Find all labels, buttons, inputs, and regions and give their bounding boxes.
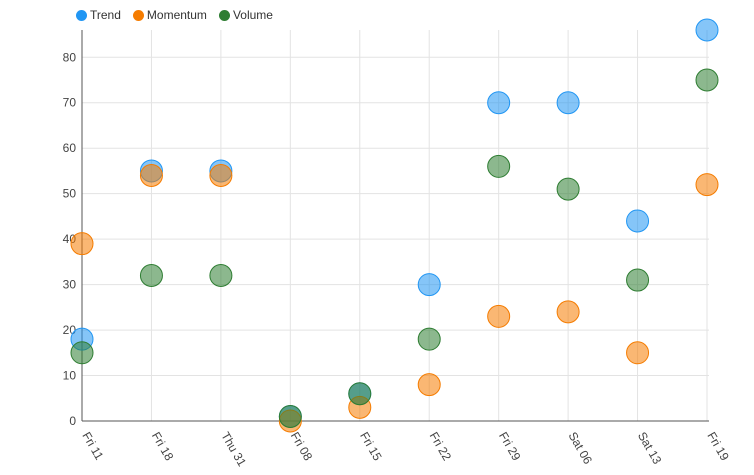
x-tick-label: Fri 22 — [427, 430, 455, 464]
data-point-volume[interactable] — [626, 268, 650, 292]
data-point-volume[interactable] — [348, 382, 372, 406]
y-tick-label: 10 — [63, 369, 77, 383]
data-point-momentum[interactable] — [139, 163, 163, 187]
legend-swatch-volume — [218, 9, 230, 21]
x-tick-label: Fri 29 — [496, 430, 524, 464]
y-tick-label: 80 — [63, 50, 77, 64]
y-tick-label: 30 — [63, 278, 77, 292]
x-tick-label: Thu 31 — [218, 430, 249, 470]
x-tick-label: Sat 06 — [566, 430, 596, 467]
data-point-volume[interactable] — [139, 264, 163, 288]
data-point-trend[interactable] — [417, 273, 441, 297]
y-tick-label: 50 — [63, 187, 77, 201]
y-tick-label: 0 — [69, 414, 76, 428]
data-point-volume[interactable] — [556, 177, 580, 201]
legend-swatch-trend — [76, 9, 87, 21]
x-tick-label: Fri 19 — [704, 430, 732, 464]
x-tick-label: Fri 11 — [79, 430, 106, 463]
data-point-trend[interactable] — [556, 91, 580, 115]
x-tick-label: Sat 13 — [635, 430, 665, 467]
data-point-volume[interactable] — [487, 154, 511, 178]
data-point-volume[interactable] — [70, 341, 94, 365]
x-tick-label: Fri 15 — [357, 430, 385, 464]
y-tick-label: 60 — [63, 141, 77, 155]
data-point-trend[interactable] — [626, 209, 650, 233]
data-point-momentum[interactable] — [70, 232, 94, 256]
data-point-momentum[interactable] — [417, 373, 441, 397]
data-point-trend[interactable] — [695, 18, 719, 42]
legend-label-momentum: Momentum — [146, 8, 207, 22]
legend-item-trend[interactable]: Trend — [76, 8, 121, 22]
x-tick-label: Fri 08 — [288, 430, 316, 464]
data-point-volume[interactable] — [695, 68, 719, 92]
data-point-volume[interactable] — [209, 264, 233, 288]
legend-item-momentum[interactable]: Momentum — [132, 8, 207, 22]
data-point-trend[interactable] — [487, 91, 511, 115]
legend-swatch-momentum — [132, 9, 144, 21]
legend-label-trend: Trend — [90, 8, 121, 22]
data-point-momentum[interactable] — [487, 304, 511, 328]
data-point-momentum[interactable] — [626, 341, 650, 365]
legend-label-volume: Volume — [232, 8, 273, 22]
legend-item-volume[interactable]: Volume — [218, 8, 273, 22]
chart-legend: Trend Momentum Volume — [76, 8, 273, 22]
data-point-momentum[interactable] — [556, 300, 580, 324]
y-tick-label: 70 — [63, 96, 77, 110]
data-point-volume[interactable] — [417, 327, 441, 351]
data-point-momentum[interactable] — [695, 173, 719, 197]
data-point-volume[interactable] — [278, 404, 302, 428]
x-tick-label: Fri 18 — [149, 430, 177, 464]
data-point-momentum[interactable] — [209, 163, 233, 187]
